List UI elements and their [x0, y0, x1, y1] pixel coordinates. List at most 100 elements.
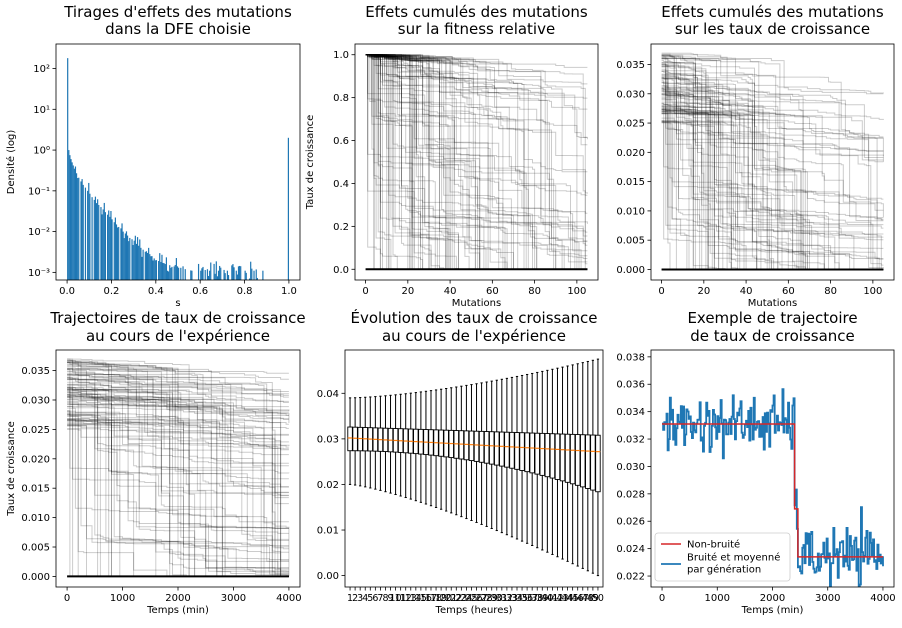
- histogram-bar: [218, 271, 219, 280]
- histogram-bar: [115, 218, 116, 280]
- y-tick-label: 0.025: [616, 119, 645, 130]
- histogram-bar: [141, 257, 142, 280]
- x-tick-label: 0: [362, 286, 368, 297]
- y-tick-label: 0.8: [333, 93, 349, 104]
- box: [505, 432, 510, 467]
- box: [575, 435, 580, 486]
- y-tick-label: 0.010: [21, 513, 50, 524]
- box: [555, 434, 560, 480]
- trajectory-line: [662, 91, 884, 158]
- histogram-bar: [191, 271, 192, 280]
- title-line-1: Effets cumulés des mutations: [661, 3, 884, 21]
- histogram-bar: [75, 167, 76, 280]
- histogram-bar: [168, 271, 169, 280]
- y-tick-label: 0.025: [21, 425, 50, 436]
- histogram-bar: [262, 271, 263, 280]
- plot-area: [662, 53, 884, 269]
- x-tick-label: 0.2: [104, 286, 120, 297]
- box: [353, 427, 358, 451]
- histogram-bar: [82, 179, 83, 280]
- histogram-bar: [154, 258, 155, 280]
- x-tick-label: 20: [697, 286, 710, 297]
- y-tick-label: 0.0: [333, 265, 349, 276]
- x-tick-label: 3000: [815, 593, 840, 604]
- y-tick-label: 0.6: [333, 136, 349, 147]
- y-axis-label: Densité (log): [5, 130, 17, 195]
- y-tick-label: 0.04: [317, 389, 339, 400]
- histogram-bar: [250, 262, 251, 280]
- histogram-bar: [227, 271, 228, 280]
- box: [586, 435, 591, 489]
- x-tick-label: 0.6: [192, 286, 208, 297]
- x-tick-label: 40: [444, 286, 457, 297]
- histogram-bar: [161, 255, 162, 280]
- histogram-bar: [69, 155, 70, 280]
- histogram-bar: [209, 271, 210, 280]
- histogram-bar: [219, 266, 220, 280]
- title-line-1: Effets cumulés des mutations: [365, 3, 588, 21]
- x-tick-label: 0.4: [148, 286, 164, 297]
- title-line-2: sur la fitness relative: [398, 20, 555, 38]
- histogram-bar: [231, 265, 232, 280]
- histogram-bar: [225, 273, 226, 280]
- x-tick-label: 100: [567, 286, 586, 297]
- x-tick-label: 80: [824, 286, 837, 297]
- box: [469, 431, 474, 461]
- box: [591, 435, 596, 490]
- histogram-bar: [205, 270, 206, 280]
- histogram-bar: [228, 275, 229, 280]
- histogram-bar: [239, 266, 240, 280]
- histogram-bar: [131, 239, 132, 280]
- histogram-bar: [216, 261, 217, 280]
- y-tick-label: 0.02: [317, 480, 339, 491]
- box: [348, 427, 353, 451]
- title-line-1: Exemple de trajectoire: [687, 309, 857, 327]
- y-tick-label: 0.034: [616, 407, 645, 418]
- x-tick-label: 40: [740, 286, 753, 297]
- histogram-bar: [139, 239, 140, 280]
- histogram-bar: [151, 256, 152, 280]
- x-tick-label: 0.0: [59, 286, 75, 297]
- box: [535, 433, 540, 474]
- y-axis-label: Taux de croissance: [305, 115, 316, 211]
- histogram-bar: [111, 219, 112, 280]
- box: [596, 435, 601, 492]
- y-tick-label: 0.015: [616, 177, 645, 188]
- x-tick-label: 0.8: [237, 286, 253, 297]
- histogram-bar: [138, 246, 139, 280]
- y-tick-label: 0.026: [616, 517, 645, 528]
- y-tick-label: 0.015: [21, 484, 50, 495]
- box: [530, 433, 535, 473]
- histogram-bar: [96, 203, 97, 280]
- y-tick-label: 0.028: [616, 489, 645, 500]
- y-tick-label: 0.036: [616, 380, 645, 391]
- histogram-bar: [98, 205, 99, 280]
- histogram-bar: [114, 222, 115, 280]
- histogram-bar: [94, 200, 95, 280]
- x-axis-label: Temps (min): [146, 605, 209, 616]
- y-tick-label: 0.4: [333, 179, 349, 190]
- histogram-bar: [155, 260, 156, 280]
- histogram-bar: [232, 264, 233, 280]
- histogram-bar: [152, 260, 153, 280]
- histogram-bar: [177, 266, 178, 280]
- histogram-bar: [223, 270, 224, 280]
- histogram-bar: [103, 209, 104, 280]
- y-tick-label: 0.000: [21, 572, 50, 583]
- title-line-2: au cours de l'expérience: [382, 327, 566, 345]
- y-tick-label: 10⁻³: [28, 268, 50, 279]
- histogram-bar: [160, 262, 161, 280]
- histogram-bar: [120, 228, 121, 280]
- histogram-bar: [200, 271, 201, 280]
- box: [494, 432, 499, 465]
- histogram-bar: [165, 264, 166, 280]
- histogram-bar: [213, 264, 214, 280]
- x-tick-label: 60: [782, 286, 795, 297]
- histogram-bar: [156, 260, 157, 280]
- x-tick-label: 0: [64, 593, 70, 604]
- histogram-bar: [76, 173, 77, 280]
- histogram-bar: [182, 266, 183, 280]
- histogram-bar: [89, 194, 90, 280]
- histogram-bar: [123, 232, 124, 280]
